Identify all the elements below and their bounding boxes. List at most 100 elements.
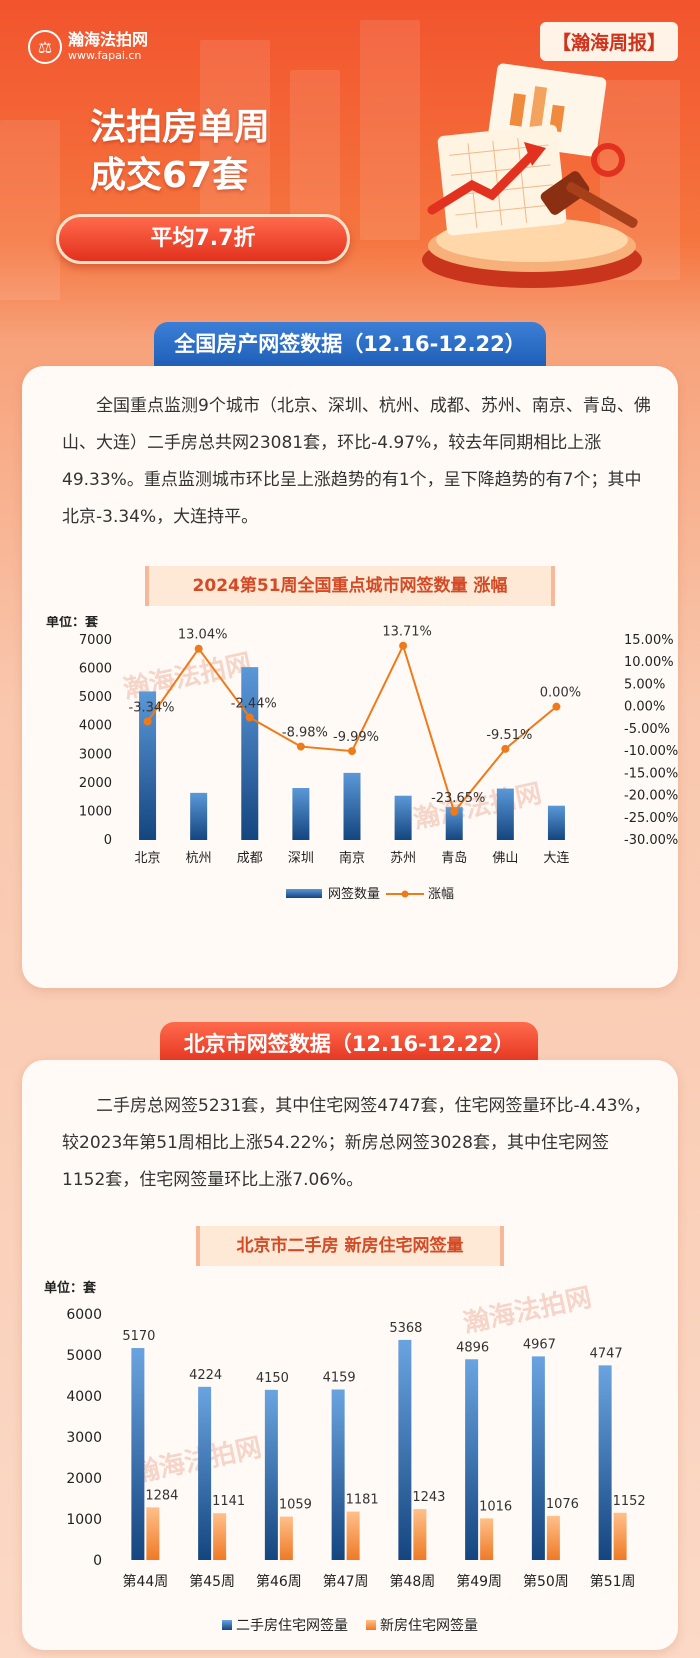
bar-newhome-signing xyxy=(146,1507,160,1560)
y-tick-label: 7000 xyxy=(79,633,112,648)
y-tick-label: 3000 xyxy=(79,747,112,762)
bar-data-label: 4967 xyxy=(523,1337,556,1352)
bar-signing-count xyxy=(292,788,310,840)
y2-tick-label: -20.00% xyxy=(624,789,678,804)
bar-resale-signing xyxy=(131,1348,145,1560)
bar-data-label: 1016 xyxy=(479,1499,512,1514)
x-tick-label: 苏州 xyxy=(390,850,416,866)
line-data-label: -8.98% xyxy=(282,726,328,741)
discount-pill: 平均7.7折 xyxy=(56,214,350,264)
line-point xyxy=(450,807,459,816)
legend-swatch-point xyxy=(401,890,409,898)
x-tick-label: 第45周 xyxy=(189,1573,235,1590)
legend-label: 新房住宅网签量 xyxy=(380,1617,478,1634)
headline-line2: 成交67套 xyxy=(90,155,249,196)
y-tick-label: 0 xyxy=(93,1553,102,1569)
brand-logo[interactable]: ⚖ 瀚海法拍网 www.fapai.cn xyxy=(28,30,148,64)
x-tick-label: 第46周 xyxy=(256,1573,302,1590)
x-tick-label: 深圳 xyxy=(288,851,314,866)
legend-label: 涨幅 xyxy=(428,887,454,902)
x-tick-label: 杭州 xyxy=(186,851,212,866)
y2-tick-label: -25.00% xyxy=(624,811,678,826)
bar-data-label: 5368 xyxy=(389,1321,422,1336)
legend-label: 二手房住宅网签量 xyxy=(236,1617,348,1634)
chart1-title: 2024第51周全国重点城市网签数量 涨幅 xyxy=(145,566,555,606)
y-axis-unit-label: 单位：套 xyxy=(46,616,99,630)
bar-signing-count xyxy=(496,788,514,840)
x-tick-label: 第50周 xyxy=(523,1573,569,1590)
y-tick-label: 1000 xyxy=(79,804,112,819)
bar-signing-count xyxy=(445,807,463,840)
bar-signing-count xyxy=(139,691,157,840)
bar-signing-count xyxy=(547,805,565,840)
bar-signing-count xyxy=(343,772,361,840)
bar-newhome-signing xyxy=(279,1516,293,1560)
line-data-label: -9.99% xyxy=(333,730,379,745)
x-tick-label: 第51周 xyxy=(590,1573,636,1590)
legend-swatch-newhome xyxy=(366,1620,376,1630)
y-tick-label: 2000 xyxy=(66,1471,102,1487)
line-data-label: -9.51% xyxy=(486,728,532,743)
headline-line1: 法拍房单周 xyxy=(90,107,271,148)
logo-url: www.fapai.cn xyxy=(68,49,142,62)
legend-label: 网签数量 xyxy=(328,886,380,902)
x-tick-label: 第47周 xyxy=(323,1573,369,1590)
bar-data-label: 1284 xyxy=(145,1488,178,1503)
headline: 法拍房单周 成交67套 xyxy=(90,104,270,200)
tab-national-signing: 全国房产网签数据（12.16-12.22） xyxy=(154,322,546,366)
line-data-label: -23.65% xyxy=(431,791,485,806)
line-data-label: -3.34% xyxy=(129,701,175,716)
line-data-label: -2.44% xyxy=(231,697,277,712)
tab-beijing-signing: 北京市网签数据（12.16-12.22） xyxy=(160,1022,538,1066)
bar-newhome-signing xyxy=(613,1512,627,1560)
x-tick-label: 成都 xyxy=(237,851,263,866)
bar-newhome-signing xyxy=(546,1515,560,1560)
y-tick-label: 2000 xyxy=(79,776,112,791)
line-point xyxy=(348,747,356,756)
city-signing-chart: 单位：套 0 1000 2000 3000 4000 5000 6000 7000 15.00% 1… xyxy=(46,616,678,902)
line-point xyxy=(296,742,305,751)
bar-signing-count xyxy=(241,667,259,840)
bar-newhome-signing xyxy=(346,1511,360,1560)
x-tick-label: 第48周 xyxy=(389,1573,435,1590)
x-tick-label: 第49周 xyxy=(456,1573,502,1590)
y-tick-label: 3000 xyxy=(66,1430,102,1446)
bar-data-label: 4747 xyxy=(590,1346,623,1361)
bar-resale-signing xyxy=(331,1389,345,1560)
x-tick-label: 佛山 xyxy=(492,851,518,866)
y-tick-label: 5000 xyxy=(66,1348,102,1364)
bar-data-label: 1141 xyxy=(212,1494,245,1509)
y2-tick-label: -10.00% xyxy=(624,744,678,759)
y2-tick-label: 10.00% xyxy=(624,655,674,670)
line-point xyxy=(194,644,203,653)
bar-newhome-signing xyxy=(213,1513,227,1560)
line-point xyxy=(143,717,152,726)
y2-tick-label: -5.00% xyxy=(624,722,670,737)
bar-data-label: 4159 xyxy=(323,1370,356,1385)
line-data-label: 0.00% xyxy=(540,686,581,701)
weekly-report-tag: 【瀚海周报】 xyxy=(539,22,678,61)
bar-data-label: 4150 xyxy=(256,1371,289,1386)
y-tick-label: 1000 xyxy=(66,1512,102,1528)
national-summary: 全国重点监测9个城市（北京、深圳、杭州、成都、苏州、南京、青岛、佛山、大连）二手… xyxy=(62,396,651,527)
line-point xyxy=(501,744,510,753)
x-tick-label: 大连 xyxy=(543,850,569,866)
auction-gavel-illustration xyxy=(422,63,642,288)
beijing-summary: 二手房总网签5231套，其中住宅网签4747套，住宅网签量环比-4.43%，较2… xyxy=(62,1096,651,1190)
legend-swatch-bar xyxy=(286,889,322,898)
bar-resale-signing xyxy=(598,1365,612,1560)
bar-data-label: 1059 xyxy=(279,1498,312,1513)
y-tick-label: 6000 xyxy=(79,662,112,677)
bar-resale-signing xyxy=(264,1389,278,1560)
chart2-title: 北京市二手房 新房住宅网签量 xyxy=(196,1226,504,1266)
y-tick-label: 0 xyxy=(104,833,112,848)
y2-tick-label: -15.00% xyxy=(624,766,678,781)
bar-data-label: 1076 xyxy=(546,1497,579,1512)
bar-signing-count xyxy=(394,795,412,840)
line-point xyxy=(552,702,561,711)
y2-tick-label: 5.00% xyxy=(624,677,665,692)
y-axis-unit-label: 单位：套 xyxy=(44,1280,97,1296)
line-point xyxy=(399,641,408,650)
bar-data-label: 1152 xyxy=(613,1494,646,1509)
x-tick-label: 南京 xyxy=(339,850,365,866)
